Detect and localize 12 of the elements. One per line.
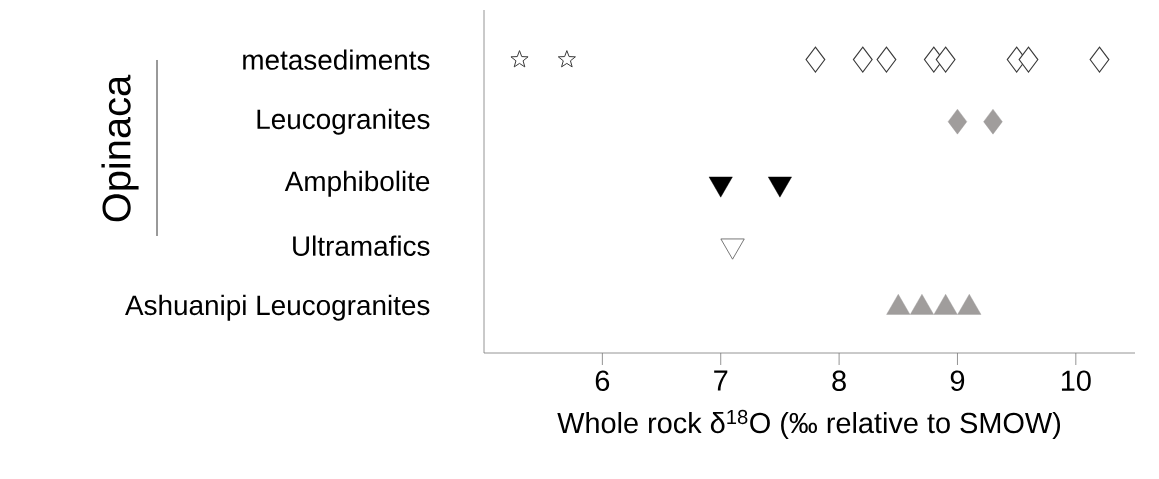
y-tick-label: Leucogranites xyxy=(257,108,430,135)
x-axis-title: Whole rock δ$^{18}$O (‰ relative to SMOW) xyxy=(557,409,1061,439)
x-tick-label: 7 xyxy=(714,370,728,391)
y-tick-label: metasediments xyxy=(243,49,430,70)
y-tick-label: Ultramafics xyxy=(293,235,430,256)
text: Opinaca xyxy=(101,74,139,222)
y-tick-label: Amphibolite xyxy=(284,170,430,197)
x-tick-label: 9 xyxy=(950,370,965,391)
y-tick-label: Ashuanipi Leucogranites xyxy=(125,294,430,321)
x-tick-label: 10 xyxy=(1061,370,1091,391)
x-tick-label: 8 xyxy=(832,370,846,391)
x-tick-label: 6 xyxy=(595,370,610,391)
